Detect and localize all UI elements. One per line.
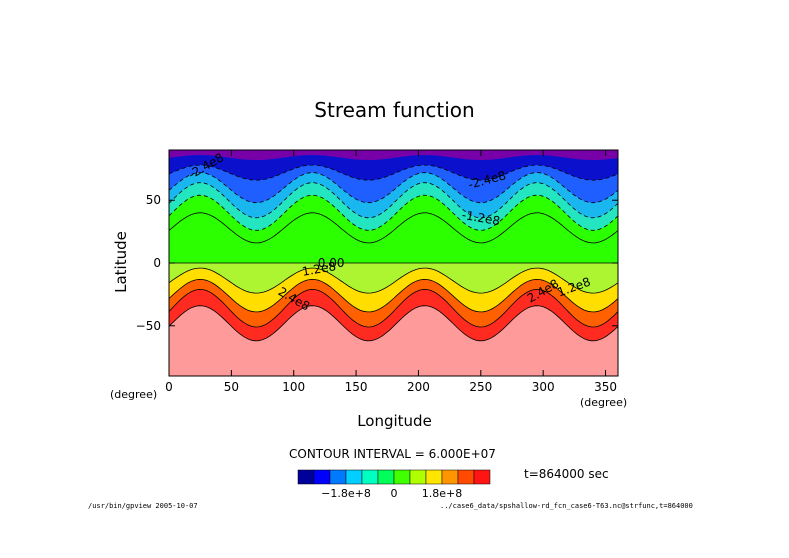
colorbar-tick-label: −1.8e+8 bbox=[321, 487, 371, 500]
y-tick-label: 50 bbox=[145, 193, 161, 208]
contour-line bbox=[169, 172, 618, 204]
x-axis-label: Longitude bbox=[357, 412, 432, 430]
y-tick-label: −50 bbox=[135, 318, 161, 333]
y-tick-label: 0 bbox=[153, 256, 161, 270]
contour-line bbox=[169, 288, 618, 328]
colorbar-swatch bbox=[361, 469, 379, 485]
contour-line bbox=[169, 194, 618, 231]
contour-line bbox=[169, 212, 618, 244]
footer-right: ../case6_data/spshallow-rd_fcn_case6-T63… bbox=[440, 502, 693, 510]
contour-line bbox=[169, 305, 618, 342]
colorbar-swatch bbox=[425, 469, 443, 485]
x-tick-label: 250 bbox=[469, 380, 493, 394]
x-axis-unit: (degree) bbox=[580, 396, 628, 409]
contour-interval-text: CONTOUR INTERVAL = 6.000E+07 bbox=[289, 447, 496, 461]
x-tick-label: 150 bbox=[344, 380, 368, 394]
contour-fill bbox=[169, 150, 618, 376]
colorbar-swatch bbox=[329, 469, 347, 485]
colorbar-swatch bbox=[457, 469, 475, 485]
colorbar-swatch bbox=[393, 469, 411, 485]
chart-title: Stream function bbox=[314, 98, 475, 122]
x-tick-label: 100 bbox=[282, 380, 306, 394]
contour-line bbox=[169, 267, 618, 294]
colorbar-swatch bbox=[345, 469, 363, 485]
x-tick-label: 350 bbox=[594, 380, 617, 394]
contour-line bbox=[169, 278, 618, 313]
colorbar-swatch bbox=[313, 469, 331, 485]
colorbar-swatch bbox=[441, 469, 459, 485]
contour-band bbox=[169, 305, 618, 376]
time-label: t=864000 sec bbox=[524, 467, 609, 481]
colorbar-tick-label: 1.8e+8 bbox=[421, 487, 463, 500]
colorbar-swatch bbox=[297, 469, 315, 485]
colorbar-swatch bbox=[409, 469, 427, 485]
colorbar-swatch bbox=[473, 469, 491, 485]
axis-ticks bbox=[168, 150, 618, 376]
x-tick-label: 300 bbox=[531, 380, 555, 394]
contour-line bbox=[169, 164, 618, 181]
x-tick-label: 50 bbox=[223, 380, 239, 394]
colorbar-swatch bbox=[377, 469, 395, 485]
colorbar bbox=[297, 469, 491, 485]
x-tick-label: 200 bbox=[406, 380, 430, 394]
contour-line bbox=[169, 182, 618, 219]
x-tick-label: 0 bbox=[165, 380, 173, 394]
y-axis-unit: (degree) bbox=[110, 388, 158, 401]
contour-lines bbox=[169, 164, 618, 342]
footer-left: /usr/bin/gpview 2005-10-07 bbox=[88, 502, 198, 510]
y-axis-label: Latitude bbox=[112, 231, 130, 293]
contour-label: 0.00 bbox=[317, 256, 345, 270]
colorbar-tick-label: 0 bbox=[390, 487, 398, 500]
